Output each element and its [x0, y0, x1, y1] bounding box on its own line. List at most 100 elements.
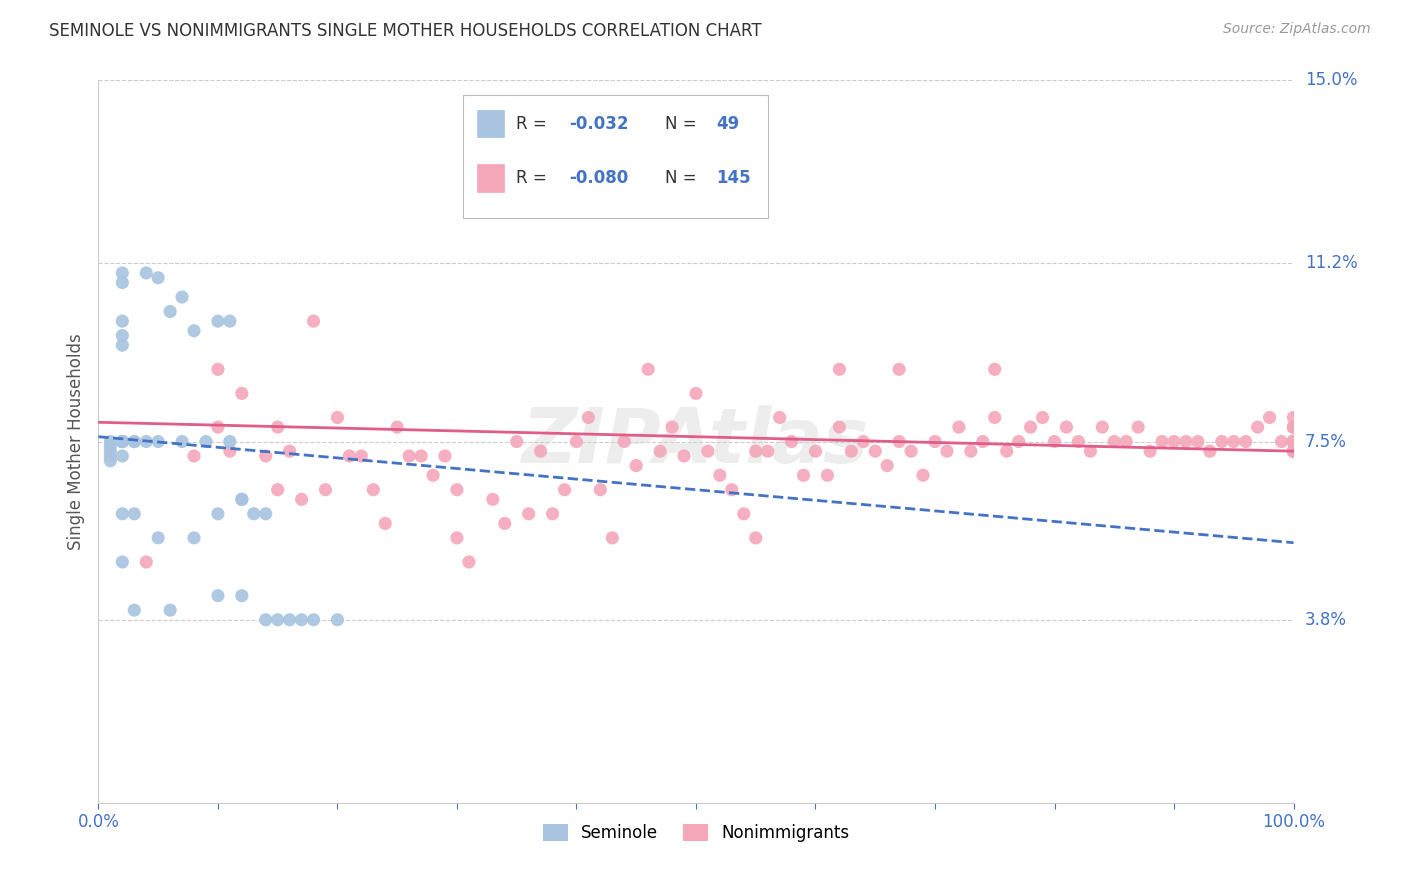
- Point: [98, 439, 122, 453]
- Point: [1115, 434, 1137, 449]
- Point: [124, 434, 146, 449]
- Point: [709, 468, 731, 483]
- Point: [984, 362, 1007, 376]
- Text: -0.032: -0.032: [569, 115, 628, 133]
- Point: [924, 434, 946, 449]
- Point: [756, 444, 779, 458]
- Point: [231, 589, 253, 603]
- Point: [1282, 420, 1305, 434]
- FancyBboxPatch shape: [463, 95, 768, 218]
- Point: [195, 434, 218, 449]
- Point: [1282, 434, 1305, 449]
- Point: [1175, 434, 1198, 449]
- Point: [1282, 444, 1305, 458]
- Point: [1128, 420, 1150, 434]
- Point: [1282, 420, 1305, 434]
- Point: [434, 449, 457, 463]
- Point: [111, 507, 134, 521]
- Point: [111, 434, 134, 449]
- Point: [172, 290, 194, 304]
- Point: [1282, 434, 1305, 449]
- Point: [98, 434, 122, 449]
- Text: 49: 49: [716, 115, 740, 133]
- Point: [1282, 434, 1305, 449]
- Legend: Seminole, Nonimmigrants: Seminole, Nonimmigrants: [536, 817, 856, 848]
- Point: [1282, 434, 1305, 449]
- Point: [1282, 434, 1305, 449]
- Point: [1282, 434, 1305, 449]
- Point: [1282, 434, 1305, 449]
- Point: [111, 338, 134, 352]
- Point: [159, 603, 181, 617]
- Point: [1282, 434, 1305, 449]
- Point: [1043, 434, 1066, 449]
- Point: [565, 434, 588, 449]
- Point: [1223, 434, 1246, 449]
- Point: [1258, 410, 1281, 425]
- Point: [1282, 434, 1305, 449]
- Point: [326, 410, 349, 425]
- Point: [530, 444, 553, 458]
- Point: [183, 531, 205, 545]
- Point: [1080, 444, 1102, 458]
- Point: [254, 613, 277, 627]
- Point: [697, 444, 720, 458]
- Point: [1271, 434, 1294, 449]
- FancyBboxPatch shape: [477, 164, 503, 192]
- Point: [446, 483, 468, 497]
- Point: [111, 314, 134, 328]
- Text: 3.8%: 3.8%: [1305, 611, 1347, 629]
- Point: [411, 449, 433, 463]
- Point: [302, 613, 325, 627]
- Point: [111, 555, 134, 569]
- Point: [111, 434, 134, 449]
- Point: [422, 468, 444, 483]
- Point: [1282, 444, 1305, 458]
- Point: [278, 613, 301, 627]
- Point: [219, 314, 242, 328]
- Point: [1282, 434, 1305, 449]
- Point: [1067, 434, 1090, 449]
- Point: [135, 555, 157, 569]
- Point: [1282, 434, 1305, 449]
- Point: [111, 449, 134, 463]
- Point: [183, 324, 205, 338]
- Point: [876, 458, 898, 473]
- Point: [972, 434, 994, 449]
- Point: [852, 434, 875, 449]
- Point: [815, 468, 838, 483]
- Point: [231, 492, 253, 507]
- Point: [207, 507, 229, 521]
- Point: [1139, 444, 1161, 458]
- Point: [1282, 434, 1305, 449]
- Point: [865, 444, 887, 458]
- Point: [1282, 434, 1305, 449]
- Point: [1282, 434, 1305, 449]
- Point: [98, 444, 122, 458]
- Point: [124, 603, 146, 617]
- Point: [302, 314, 325, 328]
- Point: [98, 454, 122, 468]
- Point: [1282, 434, 1305, 449]
- Point: [637, 362, 659, 376]
- Point: [661, 420, 683, 434]
- Point: [243, 507, 266, 521]
- Point: [172, 434, 194, 449]
- Point: [1282, 434, 1305, 449]
- Point: [1211, 434, 1233, 449]
- Point: [1282, 434, 1305, 449]
- Point: [828, 420, 851, 434]
- Text: Source: ZipAtlas.com: Source: ZipAtlas.com: [1223, 22, 1371, 37]
- Point: [602, 531, 624, 545]
- Point: [506, 434, 529, 449]
- Y-axis label: Single Mother Households: Single Mother Households: [66, 334, 84, 549]
- Point: [745, 444, 768, 458]
- Point: [446, 531, 468, 545]
- Point: [124, 507, 146, 521]
- Point: [648, 444, 672, 458]
- Text: N =: N =: [665, 169, 702, 186]
- Point: [936, 444, 959, 458]
- Point: [111, 276, 134, 290]
- Point: [135, 434, 157, 449]
- Point: [98, 449, 122, 463]
